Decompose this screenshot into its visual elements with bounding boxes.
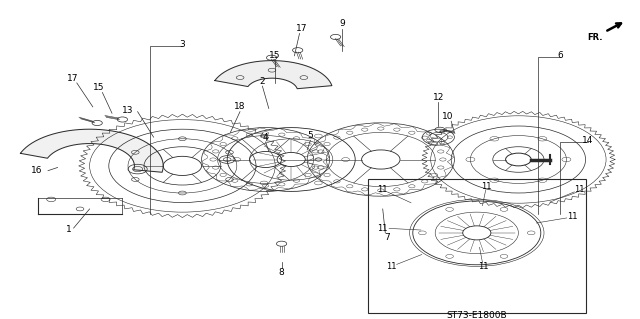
- Text: 11: 11: [378, 224, 388, 233]
- Text: 11: 11: [574, 185, 584, 194]
- Text: 3: 3: [180, 40, 185, 49]
- Text: 16: 16: [31, 166, 43, 175]
- Text: FR.: FR.: [588, 33, 603, 42]
- Text: 6: 6: [557, 51, 563, 60]
- Text: 18: 18: [234, 102, 246, 111]
- Text: 12: 12: [433, 93, 444, 102]
- Text: 5: 5: [308, 131, 313, 140]
- Text: 15: 15: [93, 83, 105, 92]
- Text: 7: 7: [385, 233, 390, 242]
- Text: 1: 1: [67, 225, 72, 234]
- Text: 11: 11: [481, 182, 492, 191]
- Text: 11: 11: [387, 262, 397, 271]
- Text: 13: 13: [122, 106, 134, 115]
- Text: 11: 11: [478, 262, 488, 271]
- Text: 11: 11: [568, 212, 578, 221]
- Text: 17: 17: [67, 74, 78, 83]
- Polygon shape: [20, 129, 163, 172]
- Text: 8: 8: [279, 268, 284, 277]
- Text: 15: 15: [269, 51, 281, 60]
- Text: 9: 9: [340, 19, 345, 28]
- Text: 11: 11: [378, 185, 388, 194]
- Text: 4: 4: [263, 133, 268, 142]
- Text: 10: 10: [442, 112, 454, 121]
- Text: 14: 14: [582, 136, 593, 145]
- Bar: [368, 179, 586, 313]
- Text: 2: 2: [260, 77, 265, 86]
- Text: 17: 17: [296, 24, 308, 33]
- Polygon shape: [215, 61, 332, 89]
- Text: ST73-E1800B: ST73-E1800B: [447, 311, 507, 319]
